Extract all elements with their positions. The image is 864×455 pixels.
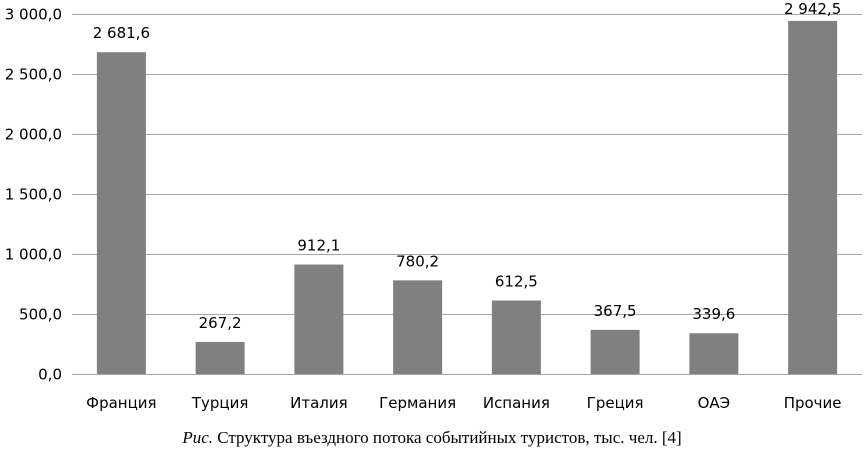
y-tick-label: 500,0	[19, 306, 62, 324]
category-label: Испания	[483, 394, 550, 412]
data-label: 2 942,5	[784, 0, 841, 18]
y-axis-ticks: 0,0 500,0 1 000,0 1 500,0 2 000,0 2 500,0 3 00…	[5, 6, 62, 384]
figure-caption: Рис. Структура въездного потока событийн…	[0, 428, 864, 448]
data-label: 612,5	[495, 273, 538, 291]
bar	[491, 300, 541, 374]
data-label: 339,6	[692, 305, 735, 323]
category-label: Турция	[191, 394, 249, 412]
category-labels: Франция Турция Италия Германия Испания Греция…	[86, 394, 841, 412]
data-label: 912,1	[297, 237, 340, 255]
category-label: Франция	[86, 394, 156, 412]
caption-prefix: Рис.	[182, 428, 213, 447]
caption-text: Структура въездного потока событийных ту…	[217, 428, 682, 447]
y-tick-label: 1 000,0	[5, 246, 62, 264]
bar	[294, 264, 344, 374]
y-tick-label: 2 500,0	[5, 66, 62, 84]
y-tick-label: 0,0	[38, 366, 62, 384]
data-label: 2 681,6	[93, 24, 150, 42]
data-label: 367,5	[594, 302, 637, 320]
y-tick-label: 1 500,0	[5, 186, 62, 204]
gridlines	[72, 14, 862, 375]
y-tick-label: 2 000,0	[5, 126, 62, 144]
bar-chart: 0,0 500,0 1 000,0 1 500,0 2 000,0 2 500,0 3 00…	[5, 0, 862, 412]
bar	[195, 341, 245, 374]
data-label: 267,2	[199, 314, 242, 332]
bar	[689, 333, 739, 374]
category-label: Италия	[290, 394, 348, 412]
bar	[590, 329, 640, 374]
data-labels: 2 681,6 267,2 912,1 780,2 612,5 367,5 339,6 2 9…	[93, 0, 842, 332]
bars	[96, 20, 838, 375]
category-label: Греция	[587, 394, 644, 412]
bar	[96, 52, 146, 374]
bar	[788, 20, 838, 375]
y-tick-label: 3 000,0	[5, 6, 62, 24]
bar	[393, 280, 443, 374]
category-label: ОАЭ	[698, 394, 731, 412]
category-label: Прочие	[784, 394, 842, 412]
data-label: 780,2	[396, 252, 439, 270]
category-label: Германия	[379, 394, 456, 412]
